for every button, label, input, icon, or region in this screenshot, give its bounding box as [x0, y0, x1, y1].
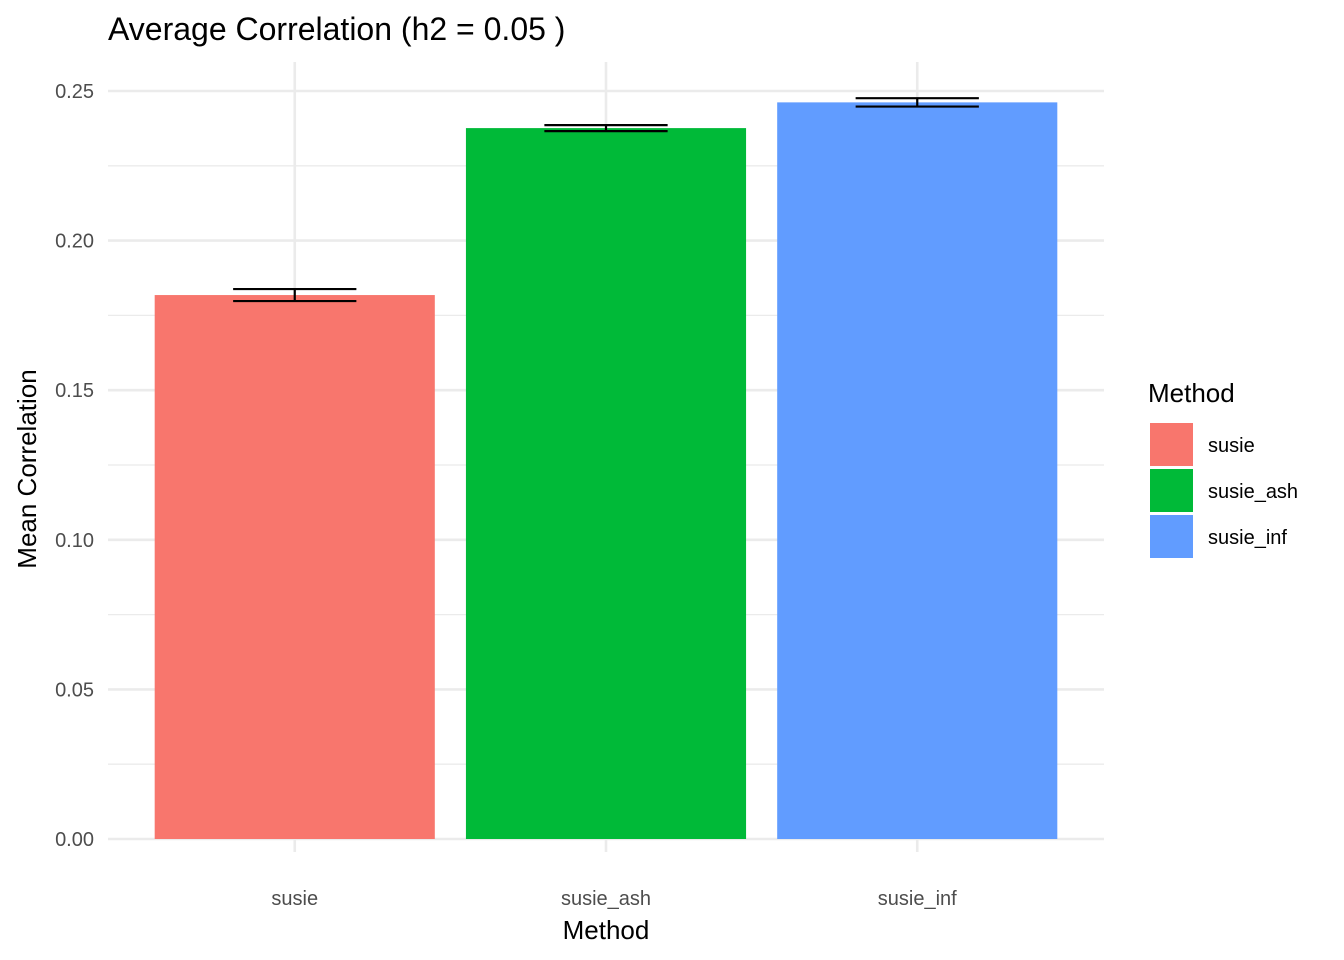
y-tick-label: 0.10 [55, 530, 94, 552]
y-axis-ticks: 0.00 0.05 0.10 0.15 0.20 0.25 [55, 81, 94, 851]
bars [154, 102, 1058, 839]
legend-item-susie_ash: susie_ash [1150, 469, 1298, 512]
legend-title: Method [1148, 378, 1235, 408]
x-axis-title: Method [563, 915, 650, 945]
legend-label: susie [1208, 435, 1255, 457]
x-tick-label: susie [271, 888, 318, 910]
y-tick-label: 0.25 [55, 81, 94, 103]
x-tick-label: susie_ash [561, 888, 651, 910]
y-tick-label: 0.20 [55, 231, 94, 253]
chart-title: Average Correlation (h2 = 0.05 ) [108, 11, 565, 47]
bar-susie [154, 295, 435, 839]
bar-susie_ash [465, 128, 747, 839]
legend-swatch [1150, 515, 1193, 558]
legend-item-susie_inf: susie_inf [1150, 515, 1287, 558]
y-tick-label: 0.05 [55, 679, 94, 701]
x-axis-ticks: susie susie_ash susie_inf [271, 888, 957, 910]
error-bar-susie [233, 287, 357, 303]
legend-label: susie_ash [1208, 481, 1298, 503]
y-tick-label: 0.00 [55, 829, 94, 851]
legend-item-susie: susie [1150, 423, 1255, 466]
error-bars [233, 97, 979, 303]
y-tick-label: 0.15 [55, 380, 94, 402]
legend-items: susie susie_ash susie_inf [1150, 423, 1298, 558]
legend-label: susie_inf [1208, 527, 1287, 549]
legend: Method susie susie_ash susie_inf [1148, 378, 1298, 558]
y-axis-title: Mean Correlation [12, 369, 42, 568]
legend-swatch [1150, 423, 1193, 466]
error-bar-susie_ash [544, 124, 668, 133]
error-bar-susie_inf [855, 97, 979, 108]
legend-swatch [1150, 469, 1193, 512]
x-tick-label: susie_inf [878, 888, 957, 910]
bar-susie_inf [777, 102, 1058, 839]
